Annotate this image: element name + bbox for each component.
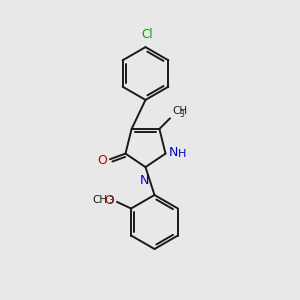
Text: H: H bbox=[178, 148, 186, 159]
Text: O: O bbox=[105, 194, 115, 207]
Text: O: O bbox=[98, 154, 108, 167]
Text: N: N bbox=[169, 146, 178, 160]
Text: Cl: Cl bbox=[141, 28, 153, 40]
Text: 3: 3 bbox=[180, 110, 185, 119]
Text: 3: 3 bbox=[109, 196, 113, 205]
Text: CH: CH bbox=[172, 106, 188, 116]
Text: N: N bbox=[139, 174, 149, 187]
Text: CH: CH bbox=[93, 195, 108, 206]
